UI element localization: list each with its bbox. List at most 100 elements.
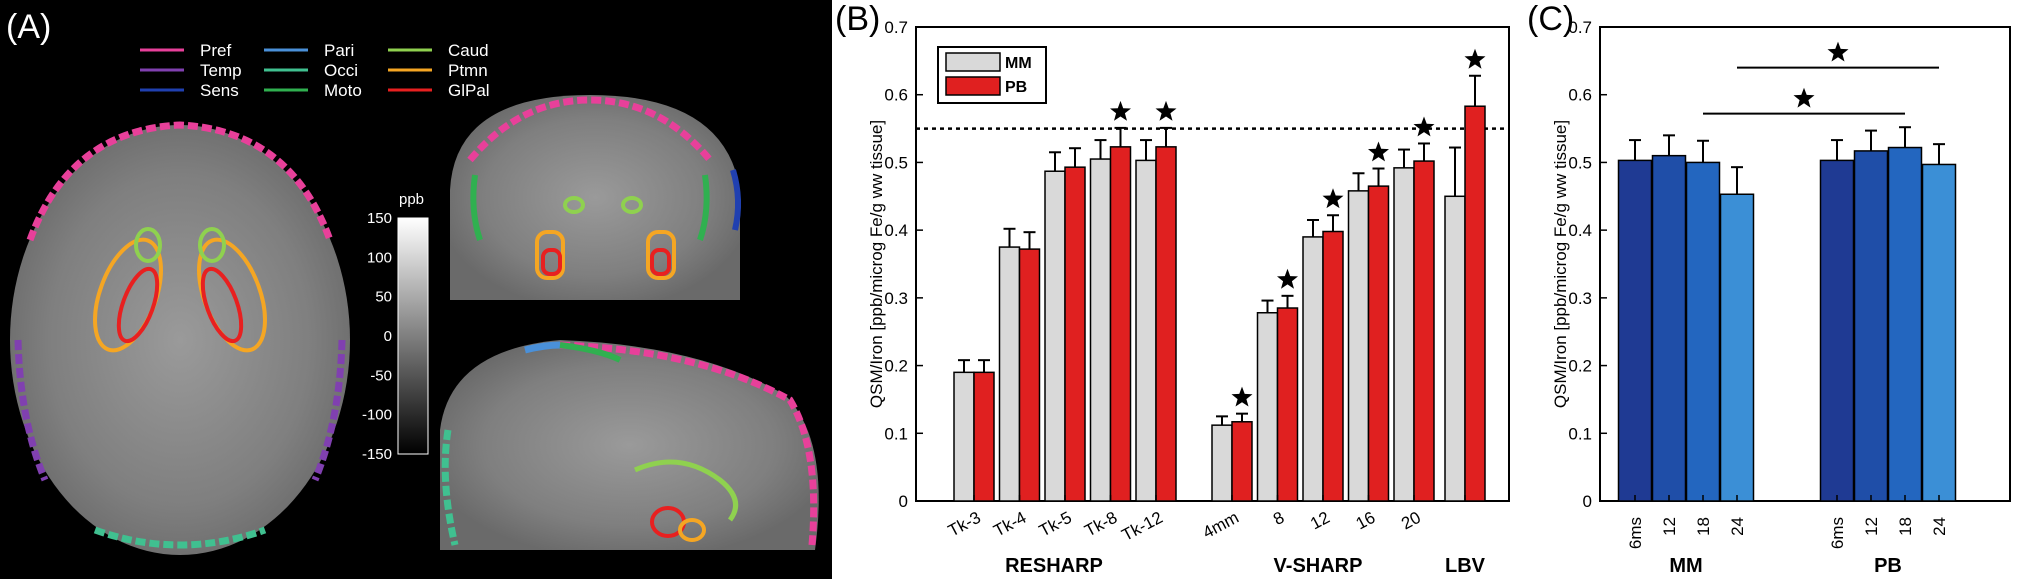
panel-c-bar <box>1819 159 1855 502</box>
colorbar-unit: ppb <box>399 191 424 208</box>
panel-b-bars <box>916 48 1509 502</box>
panel-b-significance-star <box>1155 100 1177 121</box>
coronal-caudate-right <box>621 196 643 214</box>
panel-b-bar-pb <box>1413 160 1435 502</box>
panel-b-legend-swatch-mm <box>945 52 1001 72</box>
panel-b-bar-pb <box>1322 230 1344 502</box>
coronal-sensory <box>730 169 741 231</box>
colorbar <box>397 217 429 455</box>
panel-b-group-label-v-sharp: V-SHARP <box>1274 555 1363 577</box>
roi-legend-label-caud: Caud <box>448 41 489 60</box>
panel-b-bar-mm <box>1135 159 1157 502</box>
panel-b-bar-mm <box>1393 167 1415 502</box>
sagittal-occipital <box>441 429 459 546</box>
panel-c-group-labels: MM PB <box>1669 555 1902 577</box>
panel-b-bar-pb <box>1155 146 1177 502</box>
coronal-putamen-left <box>535 230 565 280</box>
coronal-pallidus-left <box>541 248 562 276</box>
panel-b-group-label-lbv: LBV <box>1445 555 1486 577</box>
panel-b-bar-mm <box>1044 170 1066 502</box>
axial-slice <box>10 125 350 555</box>
panel-b-legend-swatch-pb <box>945 76 1001 96</box>
panel-b-x-tick-label: Tk-12 <box>1119 508 1166 545</box>
roi-legend-label-sens: Sens <box>200 81 239 100</box>
panel-b-x-tick-label: 12 <box>1307 508 1333 534</box>
panel-c-x-tick-label: 18 <box>1694 517 1713 536</box>
panel-b-legend: MM PB <box>937 46 1047 104</box>
panel-b-significance-star <box>1110 100 1131 121</box>
colorbar-tick-label: -50 <box>370 367 392 384</box>
coronal-caudate-left <box>563 196 585 214</box>
panel-c-y-tick-label: 0.3 <box>1568 289 1592 308</box>
panel-b-x-tick-label: Tk-4 <box>990 508 1029 541</box>
roi-legend-label-moto: Moto <box>324 81 362 100</box>
roi-legend-label-temp: Temp <box>200 61 242 80</box>
panel-b-x-tick-label: Tk-3 <box>945 508 984 541</box>
roi-legend: Pref Pari Caud Temp Occi Ptmn Sens Moto GlPal <box>140 41 490 100</box>
panel-b-bar-mm <box>1347 190 1370 502</box>
panel-c-bar <box>1685 161 1721 502</box>
colorbar-ticks: 150 100 50 0 -50 -100 -150 <box>362 210 392 463</box>
roi-legend-label-occi: Occi <box>324 61 358 80</box>
panel-b-y-tick-label: 0.7 <box>884 18 908 37</box>
panel-b-y-tick-label: 0.6 <box>884 86 908 105</box>
panel-b-bar-pb <box>1018 248 1041 502</box>
panel-b-x-tick-label: 20 <box>1398 508 1424 534</box>
roi-legend-label-ptmn: Ptmn <box>448 61 488 80</box>
panel-b-bar-mm <box>998 246 1021 502</box>
panel-c-x-tick-label: 6ms <box>1828 517 1847 549</box>
panel-c-x-ticks: 6ms 12 18 24 6ms 12 18 24 <box>1626 495 1949 549</box>
colorbar-tick-label: -100 <box>362 407 392 424</box>
panel-c-chart: (C) 0 0.1 0.2 0.3 0.4 0.5 0.6 0.7 6ms 12 18 24 6ms 1… <box>1527 0 2011 577</box>
panel-c-y-tick-label: 0 <box>1583 492 1592 511</box>
panel-b-y-tick-label: 0 <box>899 492 908 511</box>
panel-a-letter: (A) <box>6 8 51 46</box>
panel-b-significance-star <box>1277 268 1298 289</box>
sagittal-slice <box>440 340 819 550</box>
panel-b-x-tick-label: 8 <box>1270 508 1287 529</box>
temporal-outline-right <box>311 339 346 482</box>
panel-c-bar <box>1651 154 1687 502</box>
panel-b-bar-pb <box>1109 146 1132 502</box>
coronal-putamen-right <box>646 230 676 280</box>
colorbar-tick-label: 100 <box>367 249 392 266</box>
panel-c-y-tick-label: 0.2 <box>1568 357 1592 376</box>
panel-c-x-tick-label: 12 <box>1660 517 1679 536</box>
caudate-left <box>134 227 162 263</box>
panel-b-y-axis-label: QSM/Iron [ppb/microg Fe/g ww tissue] <box>867 120 886 408</box>
coronal-motor-left <box>470 174 483 241</box>
occipital-outline <box>93 526 267 549</box>
roi-legend-label-pref: Pref <box>200 41 231 60</box>
panel-c-y-axis-label: QSM/Iron [ppb/microg Fe/g ww tissue] <box>1551 120 1570 408</box>
colorbar-tick-label: 150 <box>367 210 392 227</box>
coronal-prefrontal <box>467 96 713 163</box>
panel-b-bar-pb <box>1231 421 1253 502</box>
sagittal-prefrontal <box>559 341 818 546</box>
panel-b-bar-pb <box>1367 185 1390 502</box>
panel-c-y-tick-label: 0.4 <box>1568 221 1592 240</box>
panel-b-bar-mm <box>1302 236 1324 502</box>
panel-b-bar-mm <box>1256 312 1279 502</box>
panel-b-y-ticks: 0 0.1 0.2 0.3 0.4 0.5 0.6 0.7 <box>884 18 923 511</box>
panel-b-legend-label-pb: PB <box>1005 79 1027 96</box>
panel-b-x-tick-label: 16 <box>1353 508 1379 534</box>
panel-b-significance-star <box>1413 116 1435 137</box>
panel-b-bar-mm <box>1444 195 1466 502</box>
panel-c-bar <box>1853 150 1889 502</box>
panel-b-y-tick-label: 0.5 <box>884 153 908 172</box>
colorbar-tick-label: 0 <box>384 328 392 345</box>
panel-c-x-tick-label: 24 <box>1728 517 1747 536</box>
roi-legend-label-pari: Pari <box>324 41 354 60</box>
panel-b-bar-pb <box>1064 166 1086 502</box>
sagittal-putamen <box>678 518 706 542</box>
panel-b-y-tick-label: 0.3 <box>884 289 908 308</box>
panel-c-significance <box>1703 41 1939 115</box>
panel-b-significance-star <box>1368 141 1389 162</box>
panel-c-bar <box>1887 146 1923 502</box>
coronal-motor-right <box>697 174 710 241</box>
sagittal-caudate <box>633 459 739 522</box>
panel-b-bar-mm <box>953 371 975 502</box>
temporal-outline-left <box>14 339 49 482</box>
panel-b-x-tick-label: Tk-8 <box>1081 508 1120 541</box>
